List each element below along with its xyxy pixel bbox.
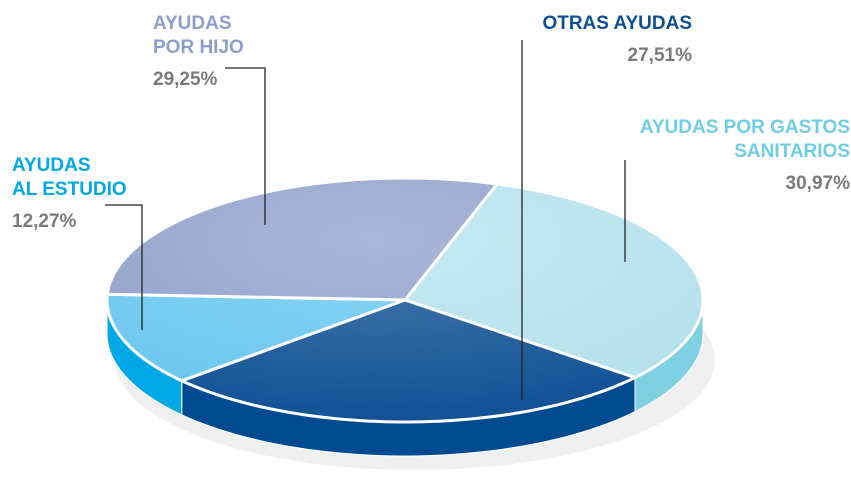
slice-label: AYUDAS [12,155,91,176]
slice-label: POR HIJO [153,37,244,58]
slice-label: OTRAS AYUDAS [542,13,692,34]
slice-label: AL ESTUDIO [12,179,127,200]
leader-line [225,67,266,225]
slice-label: AYUDAS POR GASTOS [640,117,850,138]
slice-label: AYUDAS [153,13,232,34]
value-label: 29,25% [153,69,218,90]
value-label: 27,51% [628,45,693,66]
leader-line [105,204,143,330]
value-label: 30,97% [786,173,851,194]
slice-label: SANITARIOS [734,141,850,162]
value-label: 12,27% [12,211,77,232]
